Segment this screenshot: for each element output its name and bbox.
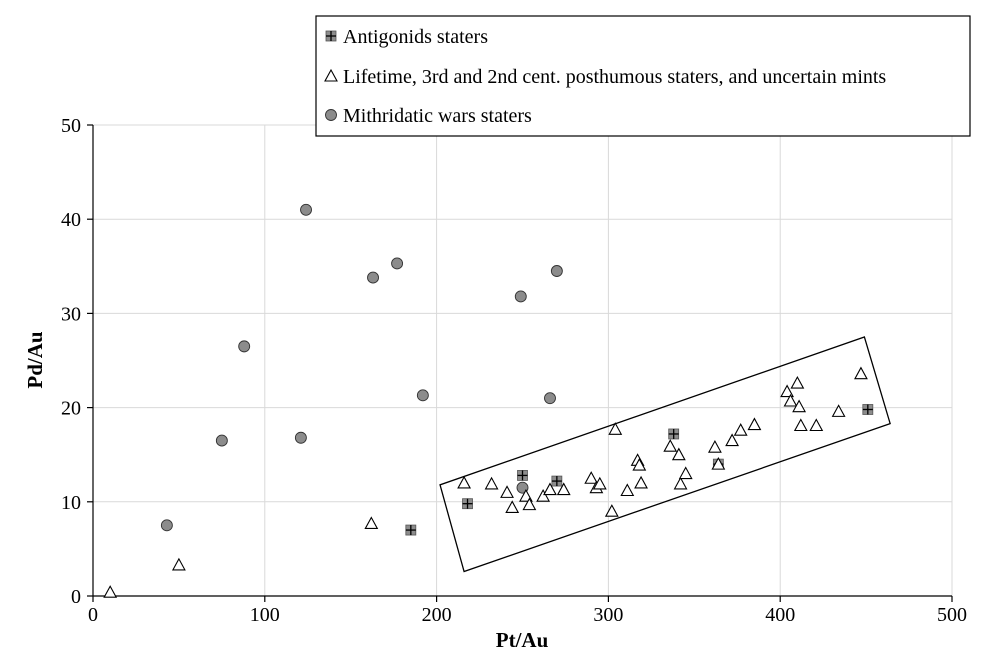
legend: Antigonids staters Lifetime, 3rd and 2nd…: [315, 15, 971, 137]
annotation-rectangle: [439, 336, 891, 573]
point-antigonids: [668, 428, 680, 440]
point-mithridatic: [367, 271, 379, 284]
point-lifetime: [678, 466, 693, 480]
point-lifetime: [171, 557, 186, 571]
x-tick-labels: 0 100 200 300 400 500: [88, 604, 967, 626]
y-tick-label: 20: [61, 398, 81, 420]
x-tick-label: 400: [765, 604, 795, 626]
point-mithridatic: [160, 519, 173, 532]
x-tick-label: 300: [593, 604, 623, 626]
x-tick-label: 0: [88, 604, 98, 626]
point-mithridatic: [300, 203, 312, 216]
point-lifetime: [522, 497, 537, 511]
point-lifetime: [780, 384, 794, 398]
point-lifetime: [584, 471, 599, 484]
point-lifetime: [793, 418, 808, 432]
point-lifetime: [671, 447, 686, 461]
point-mithridatic: [215, 434, 228, 447]
point-lifetime: [484, 476, 499, 490]
point-lifetime: [790, 375, 805, 389]
point-lifetime: [500, 485, 514, 498]
legend-markers: [324, 30, 338, 121]
legend-marker-0: [325, 30, 337, 42]
point-lifetime: [733, 423, 748, 436]
axes: [87, 124, 953, 602]
data-points: [103, 203, 874, 598]
y-tick-label: 0: [71, 586, 81, 608]
point-lifetime: [536, 488, 551, 502]
point-lifetime: [725, 433, 740, 447]
point-antigonids: [405, 524, 417, 536]
point-lifetime: [707, 440, 722, 453]
point-lifetime: [592, 476, 607, 490]
point-lifetime: [505, 500, 520, 514]
point-lifetime: [831, 404, 846, 417]
grid-lines: [93, 124, 953, 596]
point-mithridatic: [514, 290, 527, 303]
point-lifetime: [608, 422, 623, 435]
point-lifetime: [103, 585, 118, 598]
point-lifetime: [632, 457, 647, 471]
x-tick-label: 500: [937, 604, 967, 626]
y-tick-label: 10: [61, 492, 81, 514]
point-lifetime: [673, 476, 688, 490]
legend-marker-1: [324, 68, 338, 82]
point-lifetime: [663, 439, 678, 452]
point-mithridatic: [550, 265, 563, 277]
point-antigonids: [551, 475, 563, 487]
point-antigonids: [862, 404, 874, 415]
point-antigonids: [517, 470, 528, 481]
point-mithridatic: [238, 340, 251, 353]
point-mithridatic: [391, 257, 404, 270]
x-axis-title: Pt/Au: [496, 628, 549, 648]
y-axis-title: Pd/Au: [23, 331, 47, 389]
y-tick-label: 50: [61, 115, 81, 137]
legend-marker-2: [325, 109, 337, 121]
legend-label-lifetime: Lifetime, 3rd and 2nd cent. posthumous s…: [343, 66, 886, 88]
point-lifetime: [854, 366, 868, 380]
point-lifetime: [809, 418, 824, 432]
point-lifetime: [792, 399, 807, 413]
x-tick-label: 200: [422, 604, 452, 626]
point-mithridatic: [294, 431, 307, 444]
x-tick-label: 100: [250, 604, 280, 626]
point-antigonids: [462, 498, 473, 510]
point-lifetime: [604, 504, 619, 517]
y-tick-labels: 0 10 20 30 40 50: [61, 115, 81, 608]
point-lifetime: [711, 456, 726, 470]
point-lifetime: [747, 417, 762, 431]
y-tick-label: 30: [61, 303, 81, 325]
y-tick-label: 40: [61, 209, 81, 231]
point-lifetime: [556, 482, 571, 496]
point-mithridatic: [544, 392, 556, 405]
point-lifetime: [364, 516, 379, 530]
point-mithridatic: [416, 389, 429, 402]
point-lifetime: [634, 475, 648, 489]
point-lifetime: [783, 393, 798, 407]
point-lifetime: [543, 482, 557, 496]
legend-label-antigonids: Antigonids staters: [343, 26, 488, 48]
point-lifetime: [620, 483, 635, 497]
point-lifetime: [457, 475, 472, 489]
legend-label-mithridatic: Mithridatic wars staters: [343, 105, 532, 127]
legend-frame: [315, 15, 971, 137]
